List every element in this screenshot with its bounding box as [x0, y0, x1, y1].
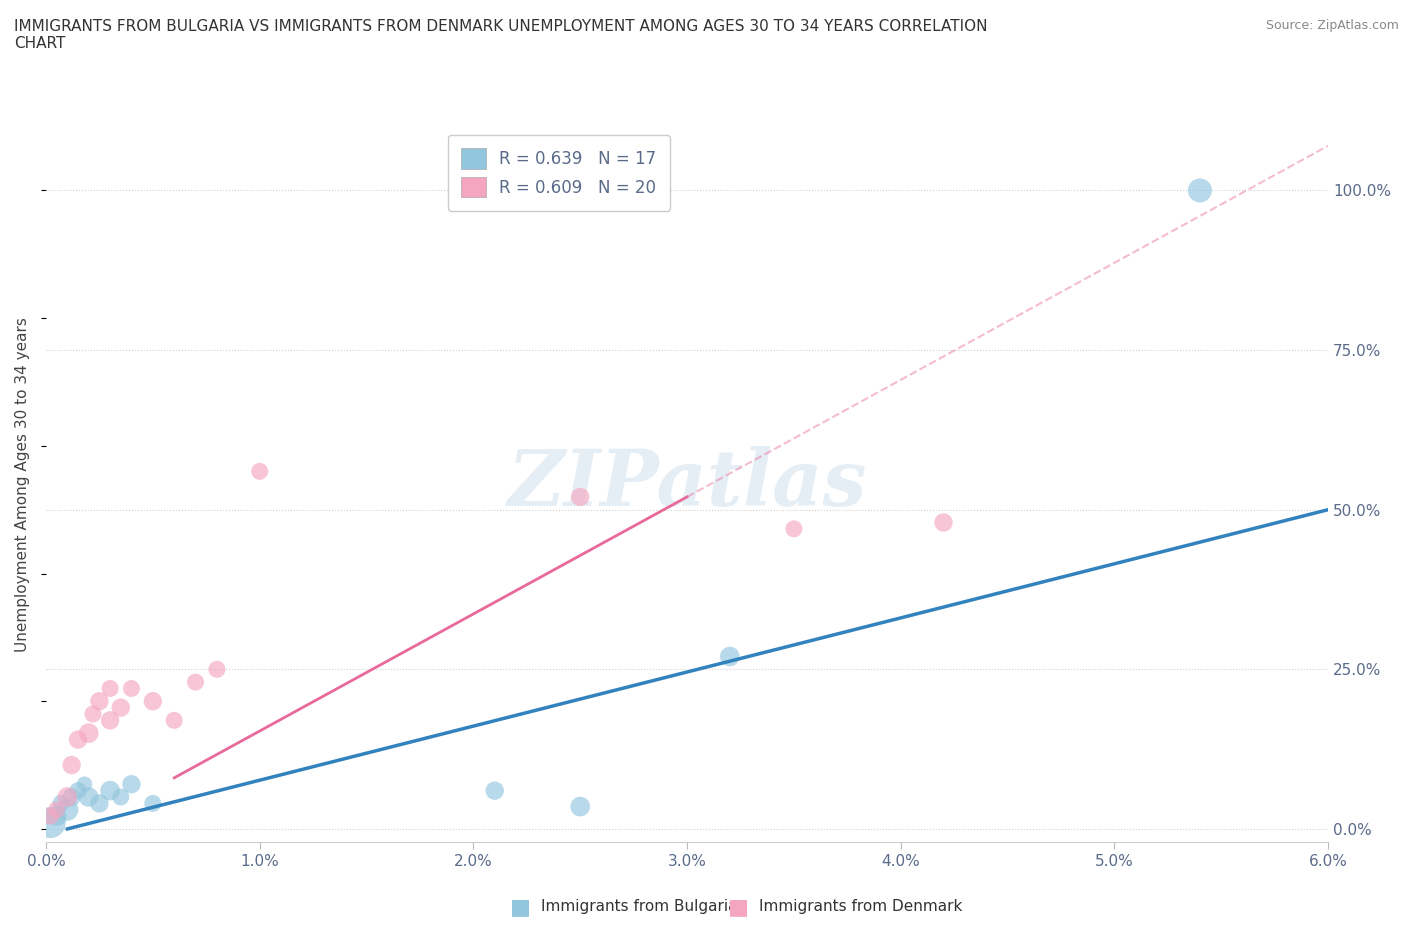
- Point: [569, 489, 592, 504]
- Point: [142, 796, 165, 811]
- Point: [66, 783, 89, 798]
- Point: [484, 783, 506, 798]
- Point: [89, 694, 111, 709]
- Point: [142, 694, 165, 709]
- Point: [56, 803, 79, 817]
- Point: [49, 796, 72, 811]
- Point: [120, 681, 142, 696]
- Point: [98, 681, 121, 696]
- Point: [45, 809, 67, 824]
- Text: Immigrants from Denmark: Immigrants from Denmark: [759, 899, 963, 914]
- Point: [77, 790, 100, 804]
- Point: [73, 777, 96, 791]
- Point: [39, 809, 62, 824]
- Point: [249, 464, 271, 479]
- Point: [60, 758, 83, 773]
- Text: Immigrants from Bulgaria: Immigrants from Bulgaria: [541, 899, 738, 914]
- Point: [205, 662, 228, 677]
- Point: [98, 783, 121, 798]
- Point: [89, 796, 111, 811]
- Point: [783, 522, 806, 537]
- Y-axis label: Unemployment Among Ages 30 to 34 years: Unemployment Among Ages 30 to 34 years: [15, 317, 30, 652]
- Point: [39, 815, 62, 830]
- Point: [60, 790, 83, 804]
- Text: ZIPatlas: ZIPatlas: [508, 445, 866, 523]
- Point: [56, 790, 79, 804]
- Point: [82, 707, 104, 722]
- Text: IMMIGRANTS FROM BULGARIA VS IMMIGRANTS FROM DENMARK UNEMPLOYMENT AMONG AGES 30 T: IMMIGRANTS FROM BULGARIA VS IMMIGRANTS F…: [14, 19, 987, 51]
- Point: [1188, 183, 1211, 198]
- Legend: R = 0.639   N = 17, R = 0.609   N = 20: R = 0.639 N = 17, R = 0.609 N = 20: [447, 135, 669, 210]
- Point: [110, 790, 132, 804]
- Point: [932, 515, 955, 530]
- Point: [66, 732, 89, 747]
- Point: [110, 700, 132, 715]
- Point: [120, 777, 142, 791]
- Point: [569, 799, 592, 814]
- Text: ■: ■: [510, 897, 530, 917]
- Point: [184, 674, 207, 689]
- Point: [77, 725, 100, 740]
- Point: [98, 713, 121, 728]
- Text: Source: ZipAtlas.com: Source: ZipAtlas.com: [1265, 19, 1399, 32]
- Text: ■: ■: [728, 897, 748, 917]
- Point: [718, 649, 741, 664]
- Point: [163, 713, 186, 728]
- Point: [45, 803, 67, 817]
